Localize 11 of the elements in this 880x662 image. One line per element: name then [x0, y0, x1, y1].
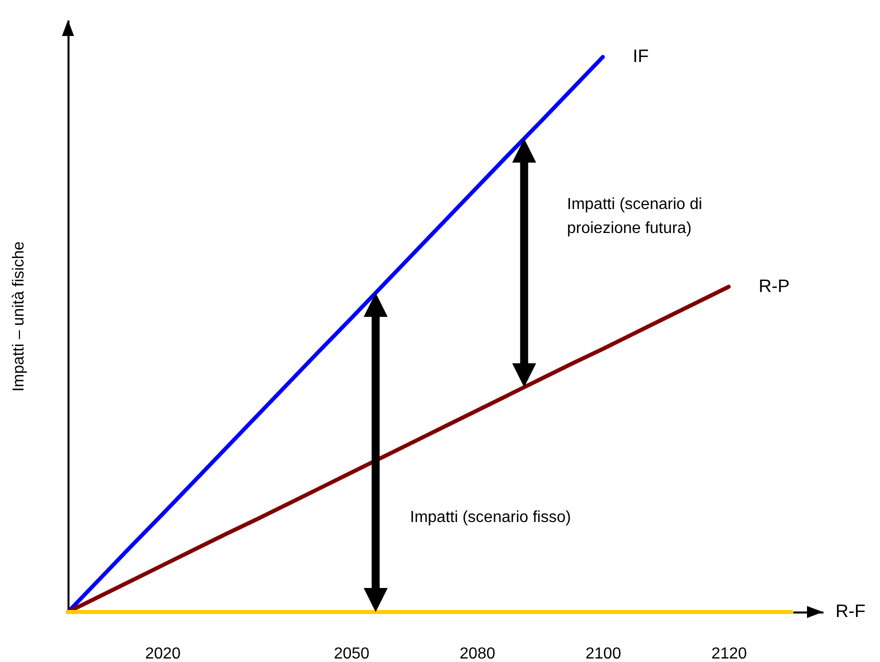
annotation: Impatti (scenario fisso) [410, 509, 571, 526]
text: R-F [836, 601, 866, 621]
series-label: IF [632, 46, 649, 66]
x-tick-label: 2020 [145, 646, 181, 662]
x-tick-label: 2080 [460, 646, 496, 662]
annotation: Impatti (scenario di proiezione futura) [567, 196, 702, 237]
y-axis-title: Impatti – unità fisiche [10, 241, 28, 392]
x-tick-label: 2120 [711, 646, 748, 662]
x-tick-label: 2050 [334, 646, 370, 662]
x-tick-label: 2100 [585, 646, 622, 662]
series-label: R-P [758, 276, 790, 296]
